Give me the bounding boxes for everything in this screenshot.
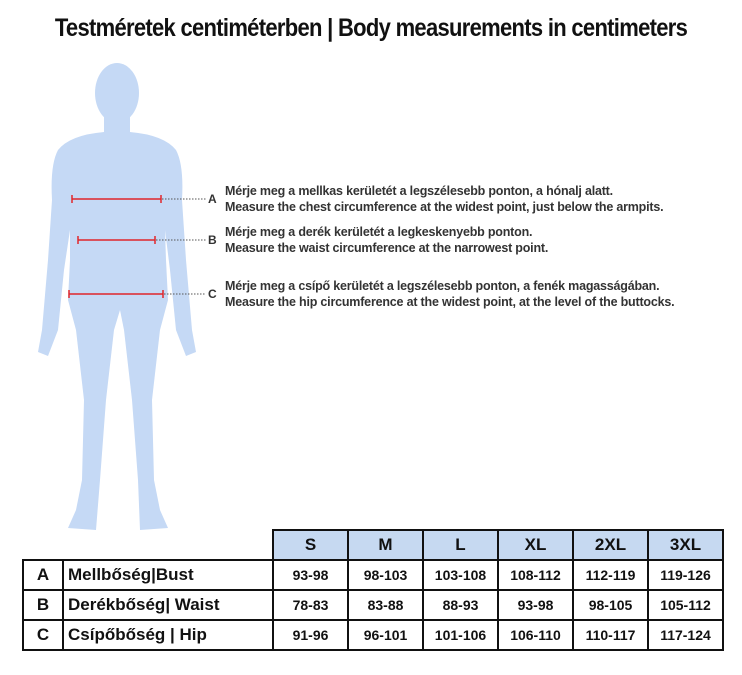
label-b: B — [208, 233, 217, 247]
value-cell: 93-98 — [497, 589, 574, 621]
table-row: C Csípőbőség | Hip 91-96 96-101 101-106 … — [22, 619, 724, 651]
size-header: 3XL — [647, 529, 724, 561]
value-cell: 106-110 — [497, 619, 574, 651]
size-header: L — [422, 529, 499, 561]
row-label: Mellbőség|Bust — [62, 559, 274, 591]
instruction-hip: Mérje meg a csípő kerületét a legszélese… — [225, 278, 675, 310]
size-header: 2XL — [572, 529, 649, 561]
value-cell: 93-98 — [272, 559, 349, 591]
header-row: S M L XL 2XL 3XL — [23, 529, 724, 561]
instruction-hu: Mérje meg a csípő kerületét a legszélese… — [225, 279, 660, 293]
instruction-hu: Mérje meg a mellkas kerületét a legszéle… — [225, 184, 613, 198]
instruction-chest: Mérje meg a mellkas kerületét a legszéle… — [225, 183, 664, 215]
value-cell: 110-117 — [572, 619, 649, 651]
instruction-en: Measure the waist circumference at the n… — [225, 241, 549, 255]
value-cell: 78-83 — [272, 589, 349, 621]
table-row: B Derékbőség| Waist 78-83 83-88 88-93 93… — [22, 589, 724, 621]
instruction-waist: Mérje meg a derék kerületét a legkeskeny… — [225, 224, 548, 256]
label-a: A — [208, 192, 217, 206]
size-header: S — [272, 529, 349, 561]
size-header: XL — [497, 529, 574, 561]
value-cell: 101-106 — [422, 619, 499, 651]
value-cell: 98-103 — [347, 559, 424, 591]
value-cell: 103-108 — [422, 559, 499, 591]
row-letter: B — [22, 589, 64, 621]
instruction-en: Measure the chest circumference at the w… — [225, 200, 664, 214]
row-label: Derékbőség| Waist — [62, 589, 274, 621]
body-silhouette — [38, 63, 206, 530]
value-cell: 88-93 — [422, 589, 499, 621]
instruction-en: Measure the hip circumference at the wid… — [225, 295, 675, 309]
size-table: S M L XL 2XL 3XL A Mellbőség|Bust 93-98 … — [22, 529, 724, 651]
row-letter: A — [22, 559, 64, 591]
value-cell: 91-96 — [272, 619, 349, 651]
value-cell: 98-105 — [572, 589, 649, 621]
value-cell: 105-112 — [647, 589, 724, 621]
value-cell: 108-112 — [497, 559, 574, 591]
instruction-hu: Mérje meg a derék kerületét a legkeskeny… — [225, 225, 533, 239]
size-header: M — [347, 529, 424, 561]
value-cell: 119-126 — [647, 559, 724, 591]
row-label: Csípőbőség | Hip — [62, 619, 274, 651]
blank-cell — [23, 530, 274, 561]
value-cell: 96-101 — [347, 619, 424, 651]
silhouette-figure — [38, 63, 196, 530]
value-cell: 117-124 — [647, 619, 724, 651]
value-cell: 112-119 — [572, 559, 649, 591]
page-title: Testméretek centiméterben | Body measure… — [54, 14, 688, 42]
value-cell: 83-88 — [347, 589, 424, 621]
label-c: C — [208, 287, 217, 301]
row-letter: C — [22, 619, 64, 651]
table-row: A Mellbőség|Bust 93-98 98-103 103-108 10… — [22, 559, 724, 591]
